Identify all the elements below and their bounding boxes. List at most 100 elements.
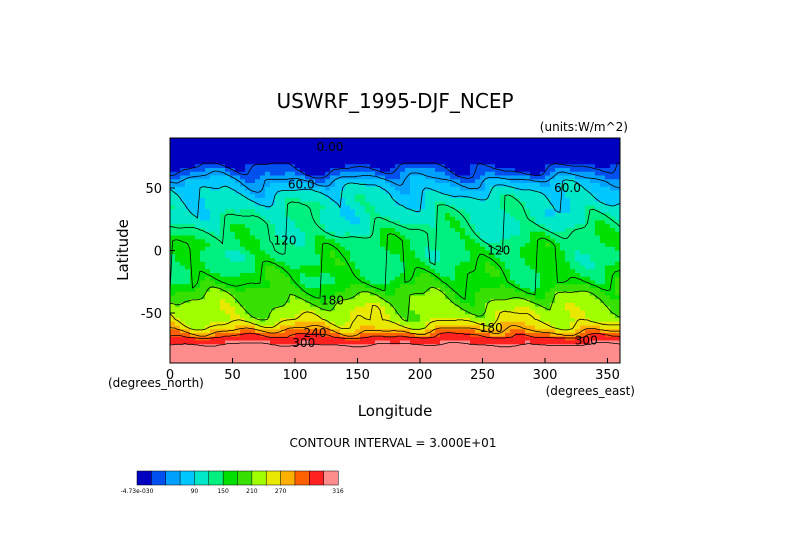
- field-cell: [230, 295, 236, 300]
- field-cell: [425, 149, 431, 154]
- field-cell: [510, 231, 516, 236]
- field-cell: [525, 205, 531, 210]
- field-cell: [395, 153, 401, 158]
- field-cell: [550, 160, 556, 165]
- field-cell: [220, 333, 226, 338]
- field-cell: [345, 273, 351, 278]
- field-cell: [270, 190, 276, 195]
- field-cell: [275, 333, 281, 338]
- field-cell: [525, 138, 531, 143]
- field-cell: [480, 306, 486, 311]
- field-cell: [495, 194, 501, 199]
- field-cell: [565, 318, 571, 323]
- field-cell: [360, 269, 366, 274]
- field-cell: [410, 254, 416, 259]
- field-cell: [465, 186, 471, 191]
- field-cell: [190, 186, 196, 191]
- field-cell: [385, 156, 391, 161]
- field-cell: [455, 246, 461, 251]
- field-cell: [340, 321, 346, 326]
- field-cell: [465, 314, 471, 319]
- field-cell: [250, 160, 256, 165]
- field-cell: [480, 321, 486, 326]
- field-cell: [555, 299, 561, 304]
- field-cell: [470, 340, 476, 345]
- field-cell: [585, 276, 591, 281]
- field-cell: [170, 235, 176, 240]
- field-cell: [385, 228, 391, 233]
- field-cell: [595, 250, 601, 255]
- field-cell: [195, 336, 201, 341]
- field-cell: [615, 164, 621, 169]
- field-cell: [535, 153, 541, 158]
- field-cell: [480, 258, 486, 263]
- field-cell: [310, 314, 316, 319]
- field-cell: [545, 198, 551, 203]
- field-cell: [575, 291, 581, 296]
- field-cell: [425, 310, 431, 315]
- field-cell: [345, 318, 351, 323]
- field-cell: [215, 344, 221, 349]
- field-cell: [405, 329, 411, 334]
- field-cell: [255, 213, 261, 218]
- field-cell: [375, 160, 381, 165]
- field-cell: [470, 295, 476, 300]
- field-cell: [470, 231, 476, 236]
- field-cell: [610, 333, 616, 338]
- field-cell: [570, 156, 576, 161]
- field-cell: [460, 220, 466, 225]
- field-cell: [440, 194, 446, 199]
- field-cell: [370, 299, 376, 304]
- field-cell: [585, 153, 591, 158]
- field-cell: [305, 276, 311, 281]
- field-cell: [175, 254, 181, 259]
- field-cell: [560, 329, 566, 334]
- field-cell: [475, 183, 481, 188]
- field-cell: [305, 194, 311, 199]
- field-cell: [415, 235, 421, 240]
- field-cell: [490, 299, 496, 304]
- field-cell: [480, 243, 486, 248]
- field-cell: [210, 325, 216, 330]
- field-cell: [210, 280, 216, 285]
- field-cell: [370, 333, 376, 338]
- field-cell: [380, 183, 386, 188]
- field-cell: [285, 168, 291, 173]
- field-cell: [580, 179, 586, 184]
- field-cell: [455, 273, 461, 278]
- field-cell: [450, 336, 456, 341]
- field-cell: [210, 299, 216, 304]
- field-cell: [410, 291, 416, 296]
- field-cell: [595, 273, 601, 278]
- field-cell: [245, 276, 251, 281]
- field-cell: [560, 156, 566, 161]
- field-cell: [350, 190, 356, 195]
- field-cell: [290, 224, 296, 229]
- field-cell: [325, 235, 331, 240]
- field-cell: [400, 183, 406, 188]
- field-cell: [410, 246, 416, 251]
- field-cell: [405, 254, 411, 259]
- field-cell: [545, 156, 551, 161]
- field-cell: [270, 269, 276, 274]
- field-cell: [345, 321, 351, 326]
- field-cell: [580, 250, 586, 255]
- field-cell: [420, 310, 426, 315]
- field-cell: [440, 280, 446, 285]
- field-cell: [465, 168, 471, 173]
- field-cell: [355, 138, 361, 143]
- field-cell: [345, 201, 351, 206]
- field-cell: [175, 310, 181, 315]
- field-cell: [250, 209, 256, 214]
- field-cell: [290, 246, 296, 251]
- field-cell: [450, 141, 456, 146]
- field-cell: [375, 250, 381, 255]
- field-cell: [580, 318, 586, 323]
- field-cell: [495, 201, 501, 206]
- field-cell: [310, 201, 316, 206]
- field-cell: [535, 303, 541, 308]
- field-cell: [615, 265, 621, 270]
- field-cell: [200, 284, 206, 289]
- field-cell: [585, 209, 591, 214]
- field-cell: [560, 141, 566, 146]
